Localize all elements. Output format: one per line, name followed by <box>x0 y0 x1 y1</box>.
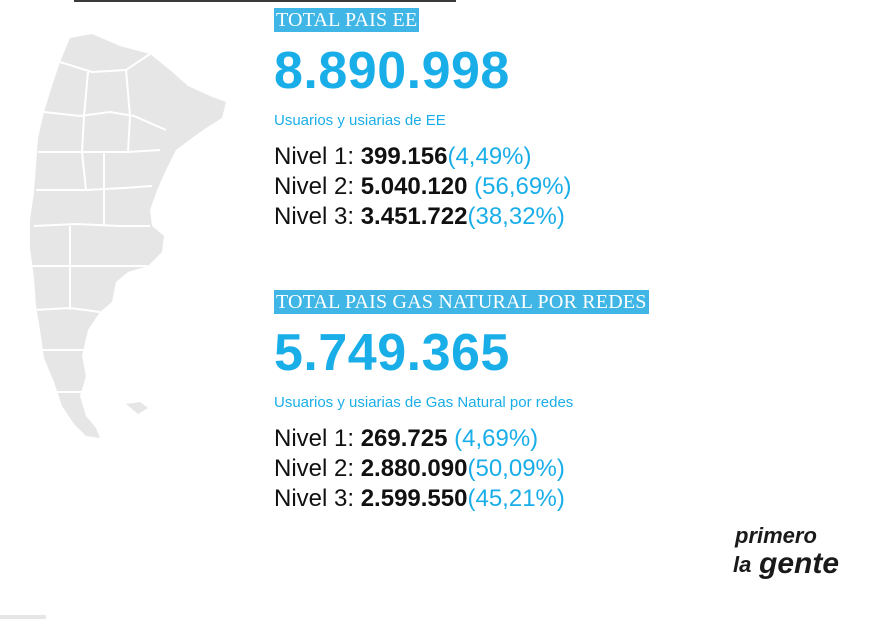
argentina-map-graphic <box>30 34 226 438</box>
electricity-section: TOTAL PAIS EE 8.890.998 Usuarios y usiar… <box>274 8 572 232</box>
level-label: Nivel 3: <box>274 203 355 230</box>
level-label: Nivel 1: <box>274 425 355 452</box>
gas-levels: Nivel 1: 269.725 (4,69%) Nivel 2: 2.880.… <box>274 424 649 514</box>
level-percent: (4,69%) <box>454 425 539 452</box>
level-label: Nivel 2: <box>274 173 355 200</box>
level-value: 2.599.550 <box>360 485 468 512</box>
gas-level-2: Nivel 2: 2.880.090(50,09%) <box>274 454 649 484</box>
level-value: 2.880.090 <box>360 455 468 482</box>
level-label: Nivel 1: <box>274 143 355 170</box>
electricity-caption: Usuarios y usiarias de EE <box>274 112 446 129</box>
gas-caption: Usuarios y usiarias de Gas Natural por r… <box>274 394 574 411</box>
level-label: Nivel 2: <box>274 455 355 482</box>
logo-line-2a: la <box>733 552 752 577</box>
gas-level-3: Nivel 3: 2.599.550(45,21%) <box>274 484 649 514</box>
logo-line-1: primero <box>735 523 817 548</box>
argentina-map <box>0 20 240 450</box>
gas-tag: TOTAL PAIS GAS NATURAL POR REDES <box>274 290 649 314</box>
primero-la-gente-logo: primero la gente <box>733 524 863 584</box>
level-percent: (56,69%) <box>474 173 572 200</box>
level-percent: (38,32%) <box>467 203 565 230</box>
level-percent: (45,21%) <box>467 485 565 512</box>
gas-level-1: Nivel 1: 269.725 (4,69%) <box>274 424 649 454</box>
electricity-levels: Nivel 1: 399.156(4,49%) Nivel 2: 5.040.1… <box>274 142 572 232</box>
gas-section: TOTAL PAIS GAS NATURAL POR REDES 5.749.3… <box>274 290 649 514</box>
logo-line-2b: gente <box>759 547 840 580</box>
electricity-level-1: Nivel 1: 399.156(4,49%) <box>274 142 572 172</box>
electricity-level-3: Nivel 3: 3.451.722(38,32%) <box>274 202 572 232</box>
electricity-tag: TOTAL PAIS EE <box>274 8 420 32</box>
level-value: 399.156 <box>360 143 448 170</box>
top-rule <box>74 0 456 2</box>
level-value: 3.451.722 <box>360 203 468 230</box>
gas-total: 5.749.365 <box>274 324 510 382</box>
level-value: 269.725 <box>360 425 448 452</box>
level-label: Nivel 3: <box>274 485 355 512</box>
corner-mark <box>0 615 46 619</box>
level-value: 5.040.120 <box>360 173 468 200</box>
level-percent: (50,09%) <box>467 455 565 482</box>
electricity-level-2: Nivel 2: 5.040.120 (56,69%) <box>274 172 572 202</box>
electricity-total: 8.890.998 <box>274 42 510 100</box>
level-percent: (4,49%) <box>447 143 532 170</box>
